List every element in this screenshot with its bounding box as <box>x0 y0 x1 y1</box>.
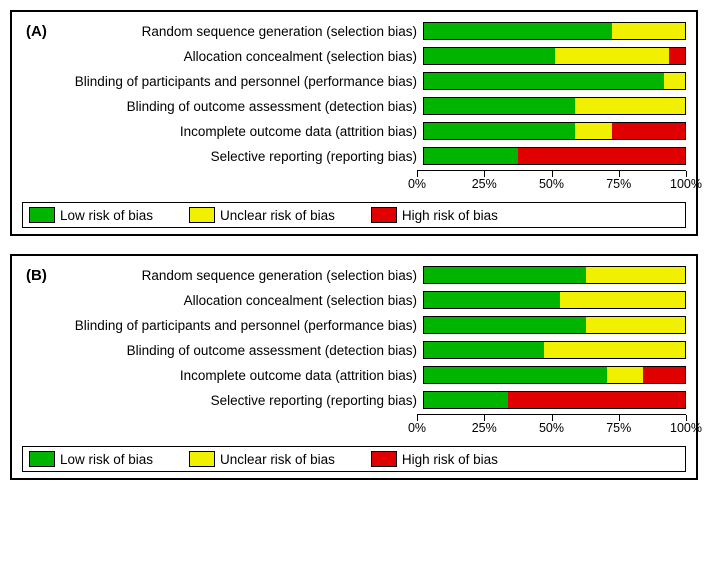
bar-segment-unclear <box>586 267 685 283</box>
x-axis: 0%25%50%75%100% <box>417 170 686 198</box>
legend-item-high: High risk of bias <box>371 451 498 467</box>
chart-row: (B)Random sequence generation (selection… <box>22 264 686 286</box>
bar-segment-low <box>424 48 555 64</box>
row-label: Incomplete outcome data (attrition bias) <box>22 124 423 139</box>
tick-label: 100% <box>670 421 702 435</box>
legend-label: Unclear risk of bias <box>220 452 335 467</box>
stacked-bar <box>423 366 686 384</box>
chart-row: Selective reporting (reporting bias) <box>22 145 686 167</box>
legend-label: Low risk of bias <box>60 208 153 223</box>
bar-segment-high <box>612 123 685 139</box>
tick-label: 25% <box>472 177 497 191</box>
bar-segment-low <box>424 292 560 308</box>
legend-item-low: Low risk of bias <box>29 207 153 223</box>
bar-segment-high <box>518 148 685 164</box>
bar-segment-unclear <box>555 48 670 64</box>
legend-label: Low risk of bias <box>60 452 153 467</box>
stacked-bar <box>423 72 686 90</box>
legend-item-high: High risk of bias <box>371 207 498 223</box>
bar-segment-low <box>424 123 575 139</box>
chart-row: Selective reporting (reporting bias) <box>22 389 686 411</box>
tick-label: 75% <box>606 421 631 435</box>
chart-row: Allocation concealment (selection bias) <box>22 289 686 311</box>
bar-segment-unclear <box>575 123 612 139</box>
bar-segment-low <box>424 23 612 39</box>
row-label: Allocation concealment (selection bias) <box>22 293 423 308</box>
tick-label: 75% <box>606 177 631 191</box>
bar-segment-low <box>424 148 518 164</box>
tick-label: 0% <box>408 177 426 191</box>
bar-segment-high <box>643 367 685 383</box>
legend-label: High risk of bias <box>402 452 498 467</box>
legend: Low risk of bias Unclear risk of bias High… <box>22 202 686 228</box>
bar-segment-high <box>669 48 685 64</box>
tick-label: 100% <box>670 177 702 191</box>
row-label: Blinding of outcome assessment (detectio… <box>22 99 423 114</box>
stacked-bar <box>423 47 686 65</box>
chart-row: Blinding of participants and personnel (… <box>22 314 686 336</box>
legend-item-low: Low risk of bias <box>29 451 153 467</box>
chart-row: Incomplete outcome data (attrition bias) <box>22 364 686 386</box>
x-axis: 0%25%50%75%100% <box>417 414 686 442</box>
row-label: Blinding of participants and personnel (… <box>22 74 423 89</box>
bar-segment-low <box>424 98 575 114</box>
bar-segment-unclear <box>560 292 685 308</box>
chart-row: Allocation concealment (selection bias) <box>22 45 686 67</box>
legend: Low risk of bias Unclear risk of bias High… <box>22 446 686 472</box>
bar-segment-low <box>424 73 664 89</box>
tick-label: 50% <box>539 177 564 191</box>
stacked-bar <box>423 391 686 409</box>
panel-label: (A) <box>26 23 47 40</box>
bar-segment-high <box>508 392 685 408</box>
stacked-bar <box>423 22 686 40</box>
legend-swatch <box>371 451 397 467</box>
chart-row: Incomplete outcome data (attrition bias) <box>22 120 686 142</box>
bar-segment-unclear <box>607 367 644 383</box>
row-label: Blinding of participants and personnel (… <box>22 318 423 333</box>
row-label: Random sequence generation (selection bi… <box>22 268 423 283</box>
bar-segment-low <box>424 267 586 283</box>
chart-row: (A)Random sequence generation (selection… <box>22 20 686 42</box>
tick-label: 50% <box>539 421 564 435</box>
bar-segment-low <box>424 367 607 383</box>
bar-segment-low <box>424 317 586 333</box>
chart-row: Blinding of outcome assessment (detectio… <box>22 339 686 361</box>
panel-label: (B) <box>26 267 47 284</box>
tick-label: 0% <box>408 421 426 435</box>
legend-label: High risk of bias <box>402 208 498 223</box>
tick-label: 25% <box>472 421 497 435</box>
bar-segment-unclear <box>575 98 685 114</box>
legend-item-unclear: Unclear risk of bias <box>189 207 335 223</box>
stacked-bar <box>423 266 686 284</box>
bar-segment-low <box>424 342 544 358</box>
row-label: Blinding of outcome assessment (detectio… <box>22 343 423 358</box>
chart-row: Blinding of outcome assessment (detectio… <box>22 95 686 117</box>
bar-segment-unclear <box>612 23 685 39</box>
row-label: Incomplete outcome data (attrition bias) <box>22 368 423 383</box>
row-label: Selective reporting (reporting bias) <box>22 149 423 164</box>
stacked-bar <box>423 291 686 309</box>
stacked-bar <box>423 147 686 165</box>
stacked-bar <box>423 341 686 359</box>
stacked-bar <box>423 316 686 334</box>
bar-segment-unclear <box>664 73 685 89</box>
legend-swatch <box>29 207 55 223</box>
legend-swatch <box>29 451 55 467</box>
stacked-bar <box>423 97 686 115</box>
panel-B: (B)Random sequence generation (selection… <box>10 254 698 480</box>
legend-swatch <box>371 207 397 223</box>
panel-A: (A)Random sequence generation (selection… <box>10 10 698 236</box>
legend-swatch <box>189 451 215 467</box>
row-label: Allocation concealment (selection bias) <box>22 49 423 64</box>
legend-item-unclear: Unclear risk of bias <box>189 451 335 467</box>
chart-row: Blinding of participants and personnel (… <box>22 70 686 92</box>
row-label: Random sequence generation (selection bi… <box>22 24 423 39</box>
stacked-bar <box>423 122 686 140</box>
bar-segment-unclear <box>544 342 685 358</box>
bar-segment-unclear <box>586 317 685 333</box>
legend-label: Unclear risk of bias <box>220 208 335 223</box>
row-label: Selective reporting (reporting bias) <box>22 393 423 408</box>
bar-segment-low <box>424 392 508 408</box>
legend-swatch <box>189 207 215 223</box>
